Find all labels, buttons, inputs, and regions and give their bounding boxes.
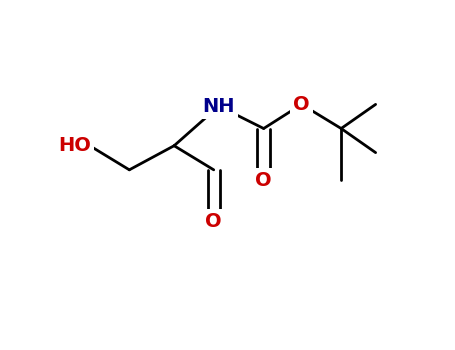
Text: HO: HO: [59, 136, 91, 155]
Text: O: O: [205, 212, 222, 231]
Text: NH: NH: [202, 97, 235, 116]
Text: O: O: [255, 171, 272, 190]
Text: O: O: [293, 95, 310, 114]
